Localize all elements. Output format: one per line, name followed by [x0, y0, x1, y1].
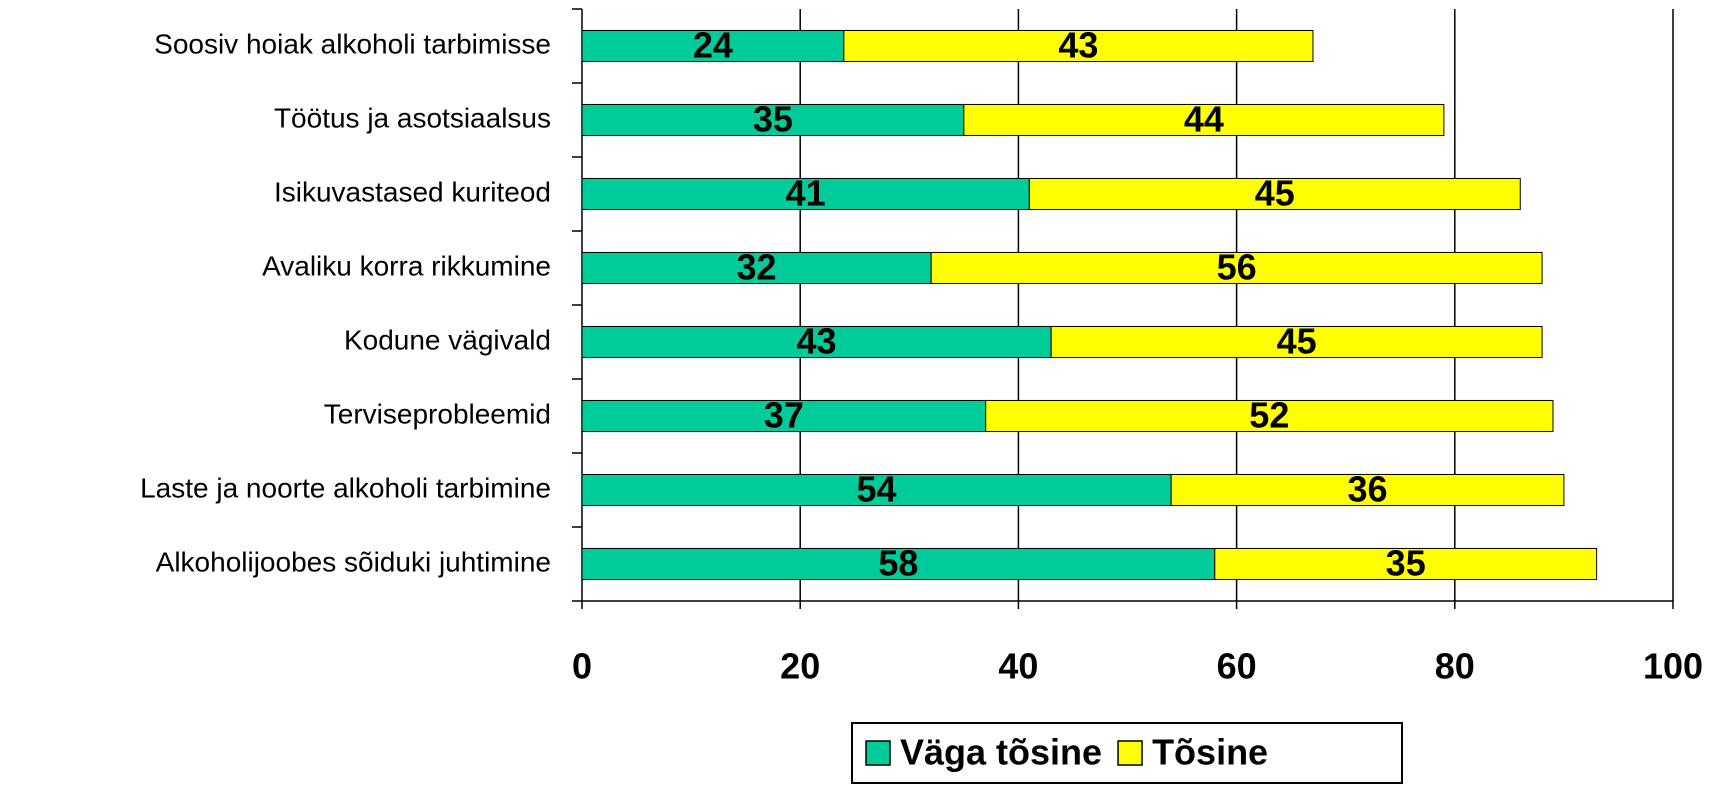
legend-label: Väga tõsine: [900, 732, 1102, 773]
y-tick-label: Isikuvastased kuriteod: [274, 176, 551, 207]
legend-swatch: [1117, 740, 1143, 766]
bar: [1214, 547, 1598, 581]
data-label: 54: [857, 469, 897, 510]
data-label: 58: [878, 543, 918, 584]
legend: Väga tõsine Tõsine: [851, 722, 1403, 784]
bar: [1050, 325, 1543, 359]
bar: [581, 29, 845, 63]
bar: [581, 251, 932, 285]
data-label: 24: [693, 25, 733, 66]
bar: [930, 251, 1543, 285]
y-tick-label: Soosiv hoiak alkoholi tarbimisse: [154, 28, 551, 59]
x-tick-label: 40: [998, 646, 1038, 687]
legend-label: Tõsine: [1152, 732, 1268, 773]
legend-swatch: [865, 740, 891, 766]
y-tick-label: Töötus ja asotsiaalsus: [274, 102, 551, 133]
bar: [581, 399, 987, 433]
data-label: 44: [1184, 99, 1224, 140]
data-label: 45: [1255, 173, 1295, 214]
x-tick-label: 0: [572, 646, 592, 687]
x-tick-label: 80: [1435, 646, 1475, 687]
y-tick-label: Terviseprobleemid: [324, 398, 551, 429]
data-label: 52: [1249, 395, 1289, 436]
data-label: 35: [1386, 543, 1426, 584]
data-label: 37: [764, 395, 804, 436]
y-tick-label: Avaliku korra rikkumine: [262, 250, 551, 281]
y-tick-label: Kodune vägivald: [344, 324, 551, 355]
x-tick-label: 20: [780, 646, 820, 687]
data-label: 35: [753, 99, 793, 140]
data-label: 43: [797, 321, 837, 362]
data-label: 43: [1058, 25, 1098, 66]
y-tick-label: Alkoholijoobes sõiduki juhtimine: [156, 546, 551, 577]
bar: [581, 177, 1030, 211]
data-label: 56: [1217, 247, 1257, 288]
bar: [985, 399, 1554, 433]
bar: [581, 547, 1216, 581]
data-label: 41: [786, 173, 826, 214]
bar: [963, 103, 1445, 137]
data-label: 36: [1347, 469, 1387, 510]
data-label: 32: [737, 247, 777, 288]
x-tick-label: 100: [1643, 646, 1703, 687]
bar: [1028, 177, 1521, 211]
bar: [581, 473, 1172, 507]
bar: [1170, 473, 1565, 507]
data-label: 45: [1277, 321, 1317, 362]
bar: [843, 29, 1314, 63]
bar: [581, 103, 965, 137]
x-tick-label: 60: [1217, 646, 1257, 687]
y-tick-label: Laste ja noorte alkoholi tarbimine: [140, 472, 551, 503]
